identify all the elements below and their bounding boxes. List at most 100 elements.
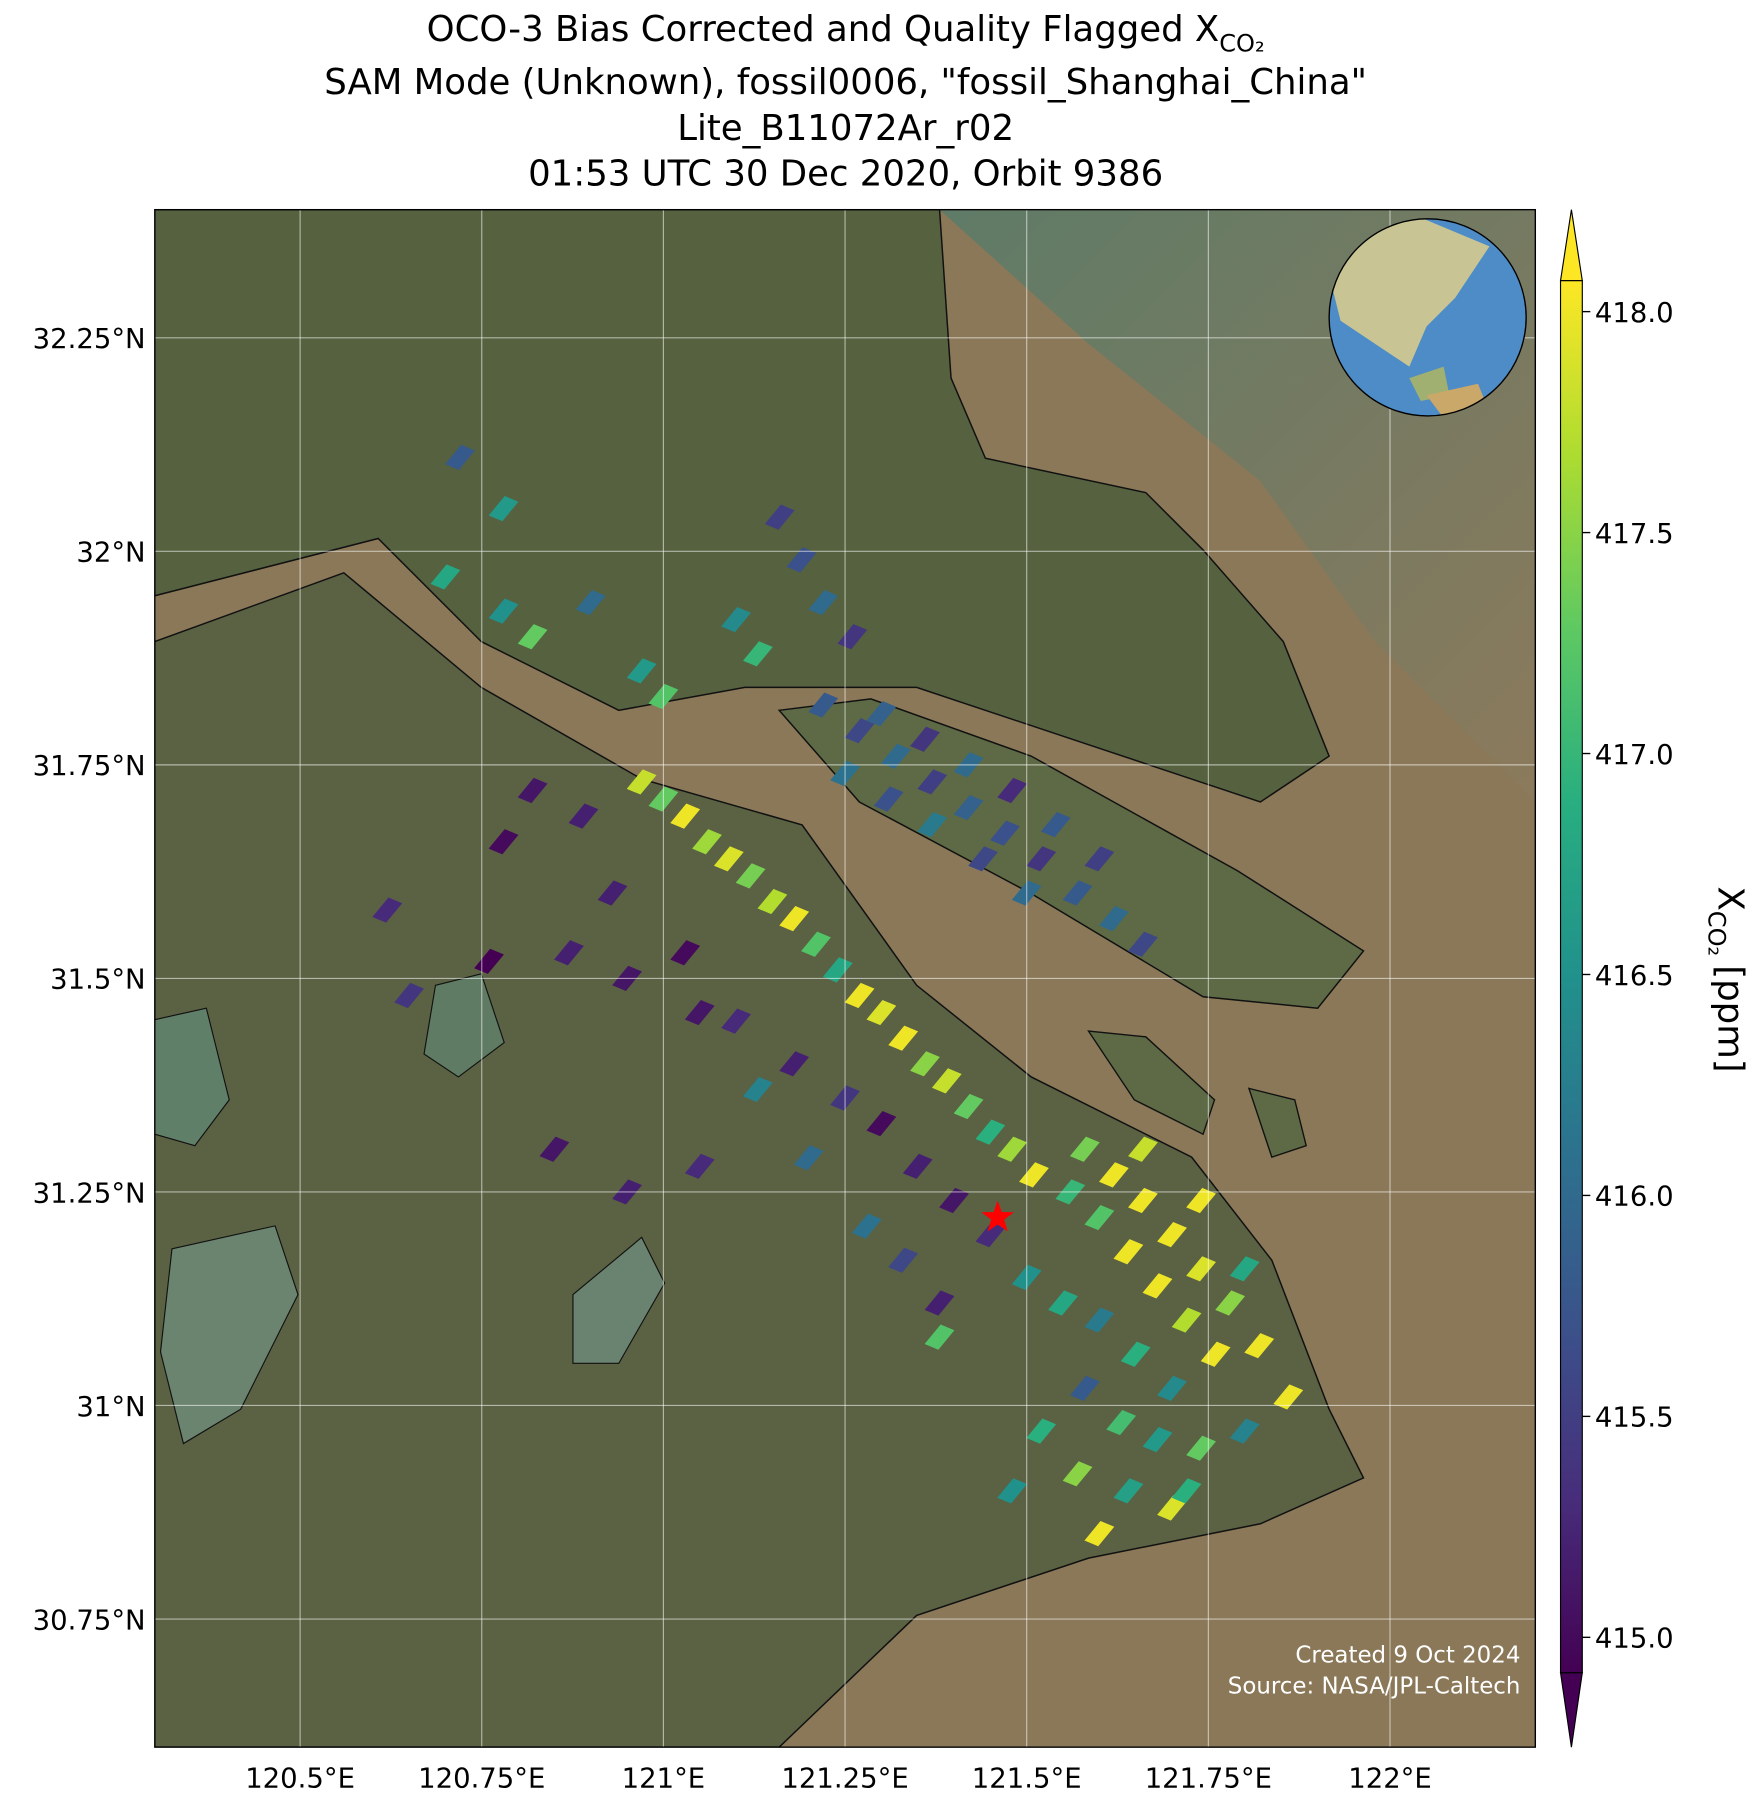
sounding — [866, 999, 897, 1026]
title-line: SAM Mode (Unknown), fossil0006, "fossil_… — [324, 62, 1367, 103]
soundings — [372, 444, 1304, 1547]
sounding — [713, 846, 744, 872]
sounding — [626, 658, 657, 684]
colorbar-label-subscript: CO₂ — [1702, 911, 1730, 956]
colorbar-body — [1559, 280, 1583, 1674]
sounding — [1244, 1333, 1275, 1359]
sounding — [851, 1213, 882, 1239]
sounding — [1171, 1478, 1202, 1504]
sounding — [742, 641, 773, 667]
title-line: OCO-3 Bias Corrected and Quality Flagged… — [427, 9, 1265, 57]
sounding — [1113, 1239, 1144, 1265]
title-line: 01:53 UTC 30 Dec 2020, Orbit 9386 — [528, 154, 1163, 195]
sounding — [1229, 1256, 1260, 1282]
sounding — [808, 589, 839, 616]
sounding — [1215, 1290, 1246, 1316]
sounding — [1084, 1307, 1115, 1333]
x-tick-label: 120.75°E — [418, 1762, 545, 1794]
sounding — [1157, 1222, 1187, 1248]
title-line: Lite_B11072Ar_r02 — [677, 108, 1014, 149]
sounding — [764, 504, 795, 530]
sounding — [1157, 1375, 1187, 1402]
sounding — [1120, 1341, 1151, 1367]
sounding — [430, 564, 461, 590]
sounding — [372, 897, 403, 923]
sounding — [1142, 1427, 1173, 1453]
sounding — [975, 1119, 1006, 1145]
sounding — [1026, 1418, 1057, 1444]
colorbar-extend-max — [1559, 209, 1583, 282]
sounding — [793, 1145, 824, 1171]
x-tick-label: 121.5°E — [972, 1762, 1082, 1794]
sounding — [394, 982, 424, 1009]
title-subscript: CO₂ — [1219, 30, 1264, 58]
sounding — [670, 940, 701, 966]
target — [981, 1200, 1015, 1232]
sounding — [779, 906, 810, 932]
sounding — [1069, 1136, 1100, 1162]
colorbar-tick-label: 416.0 — [1595, 1181, 1674, 1213]
lake — [159, 1225, 299, 1445]
sounding — [924, 1290, 955, 1316]
x-tick-label: 122°E — [1348, 1762, 1432, 1794]
sounding — [1128, 1187, 1158, 1214]
sounding — [488, 829, 519, 855]
colorbar-label-text: X — [1710, 886, 1751, 910]
y-tick-label: 32.25°N — [33, 323, 146, 355]
sounding — [1048, 1290, 1078, 1316]
colorbar-tick-label: 416.5 — [1595, 960, 1674, 992]
south-land — [154, 571, 1365, 1748]
sounding — [1099, 1162, 1129, 1188]
gridlines — [154, 209, 1536, 1748]
sounding — [626, 769, 657, 795]
x-tick-label: 121.75°E — [1145, 1762, 1272, 1794]
sounding — [1026, 846, 1057, 872]
sounding — [1142, 1273, 1173, 1299]
sounding — [1273, 1384, 1304, 1410]
sounding — [910, 726, 940, 752]
sounding — [917, 812, 948, 838]
sounding — [844, 982, 875, 1009]
sounding — [1128, 931, 1158, 957]
y-tick-label: 31.5°N — [50, 964, 146, 996]
sounding — [881, 743, 911, 769]
sounding — [575, 589, 606, 616]
x-tick-label: 121°E — [622, 1762, 706, 1794]
sounding — [1171, 1307, 1202, 1333]
basemap — [154, 209, 1536, 1748]
sounding — [1084, 1204, 1115, 1231]
sounding — [1084, 1521, 1115, 1547]
sounding — [844, 718, 875, 744]
sounding — [517, 624, 548, 650]
sounding — [445, 444, 475, 470]
globe-land — [1329, 218, 1490, 367]
sounding — [1157, 1495, 1187, 1521]
colorbar-label-unit: [ppm] — [1710, 965, 1751, 1072]
sounding — [953, 794, 984, 821]
sounding — [902, 1153, 933, 1179]
y-tick-label: 31.25°N — [33, 1177, 146, 1209]
island — [1247, 1087, 1308, 1159]
sounding — [684, 999, 715, 1026]
sounding — [997, 777, 1028, 804]
sounding — [808, 692, 839, 718]
sounding — [786, 547, 817, 573]
colorbar-label: XCO₂ [ppm] — [1702, 886, 1750, 1072]
sounding — [488, 598, 519, 624]
sounding — [997, 1136, 1028, 1162]
sounding — [801, 931, 831, 957]
x-tick-label: 120.5°E — [245, 1762, 355, 1794]
sounding — [931, 1068, 962, 1094]
sounding — [888, 1025, 919, 1051]
sounding — [1099, 906, 1129, 932]
sounding — [517, 777, 548, 804]
title-text: OCO-3 Bias Corrected and Quality Flagged… — [427, 9, 1220, 50]
sounding — [990, 820, 1020, 846]
sounding — [910, 1051, 940, 1077]
north-land — [154, 209, 1331, 803]
colorbar-tick-label: 415.5 — [1595, 1402, 1674, 1434]
sounding — [670, 803, 701, 829]
